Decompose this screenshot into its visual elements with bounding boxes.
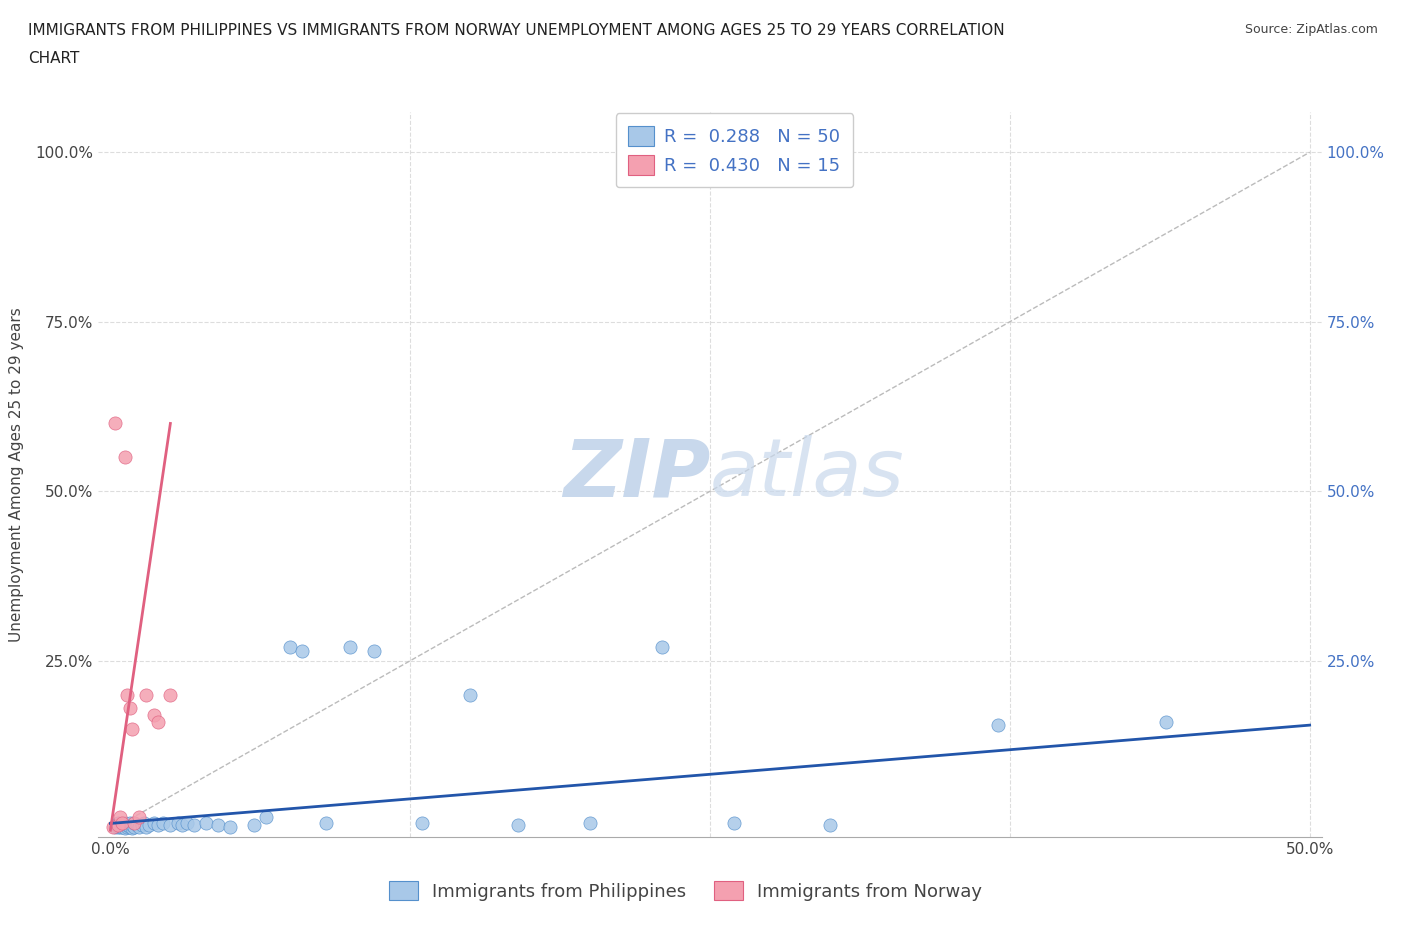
Point [818,817,841,832]
Text: atlas: atlas [710,435,905,513]
Point [115,817,138,832]
Point [128,819,150,834]
Point [107,817,129,832]
Point [723,816,745,830]
Point [411,816,433,830]
Point [108,809,131,824]
Point [115,819,138,834]
Point [128,809,150,824]
Point [315,816,337,830]
Text: Source: ZipAtlas.com: Source: ZipAtlas.com [1244,23,1378,36]
Point [118,700,141,715]
Point [138,817,160,832]
Point [118,816,141,830]
Point [176,816,198,830]
Legend: Immigrants from Philippines, Immigrants from Norway: Immigrants from Philippines, Immigrants … [382,873,990,908]
Point [135,687,157,702]
Point [107,816,129,830]
Point [121,817,143,832]
Point [131,817,153,832]
Point [458,687,481,702]
Point [108,819,131,834]
Point [124,816,146,830]
Point [142,708,165,723]
Point [104,416,127,431]
Point [508,817,530,832]
Point [172,817,194,832]
Point [124,819,146,834]
Point [159,687,181,702]
Point [254,809,277,824]
Point [104,819,127,834]
Point [108,817,131,832]
Point [118,819,141,834]
Point [219,819,242,834]
Point [115,687,138,702]
Point [111,817,134,832]
Point [114,821,136,836]
Text: CHART: CHART [28,51,80,66]
Point [114,450,136,465]
Point [114,816,136,830]
Point [121,721,143,736]
Point [111,819,134,834]
Point [339,640,361,655]
Point [1154,714,1177,729]
Point [987,718,1010,733]
Text: IMMIGRANTS FROM PHILIPPINES VS IMMIGRANTS FROM NORWAY UNEMPLOYMENT AMONG AGES 25: IMMIGRANTS FROM PHILIPPINES VS IMMIGRANT… [28,23,1005,38]
Point [291,644,314,658]
Point [152,816,174,830]
Point [363,644,385,658]
Point [125,817,148,832]
Point [148,714,170,729]
Point [135,819,157,834]
Point [148,817,170,832]
Point [124,816,146,830]
Text: ZIP: ZIP [562,435,710,513]
Point [121,821,143,836]
Point [159,817,181,832]
Point [166,816,188,830]
Point [195,816,218,830]
Point [183,817,205,832]
Point [278,640,301,655]
Point [651,640,673,655]
Point [142,816,165,830]
Point [579,816,602,830]
Point [101,819,124,834]
Point [243,817,266,832]
Y-axis label: Unemployment Among Ages 25 to 29 years: Unemployment Among Ages 25 to 29 years [10,307,24,642]
Point [132,816,155,830]
Point [207,817,229,832]
Point [107,819,129,834]
Point [111,816,134,830]
